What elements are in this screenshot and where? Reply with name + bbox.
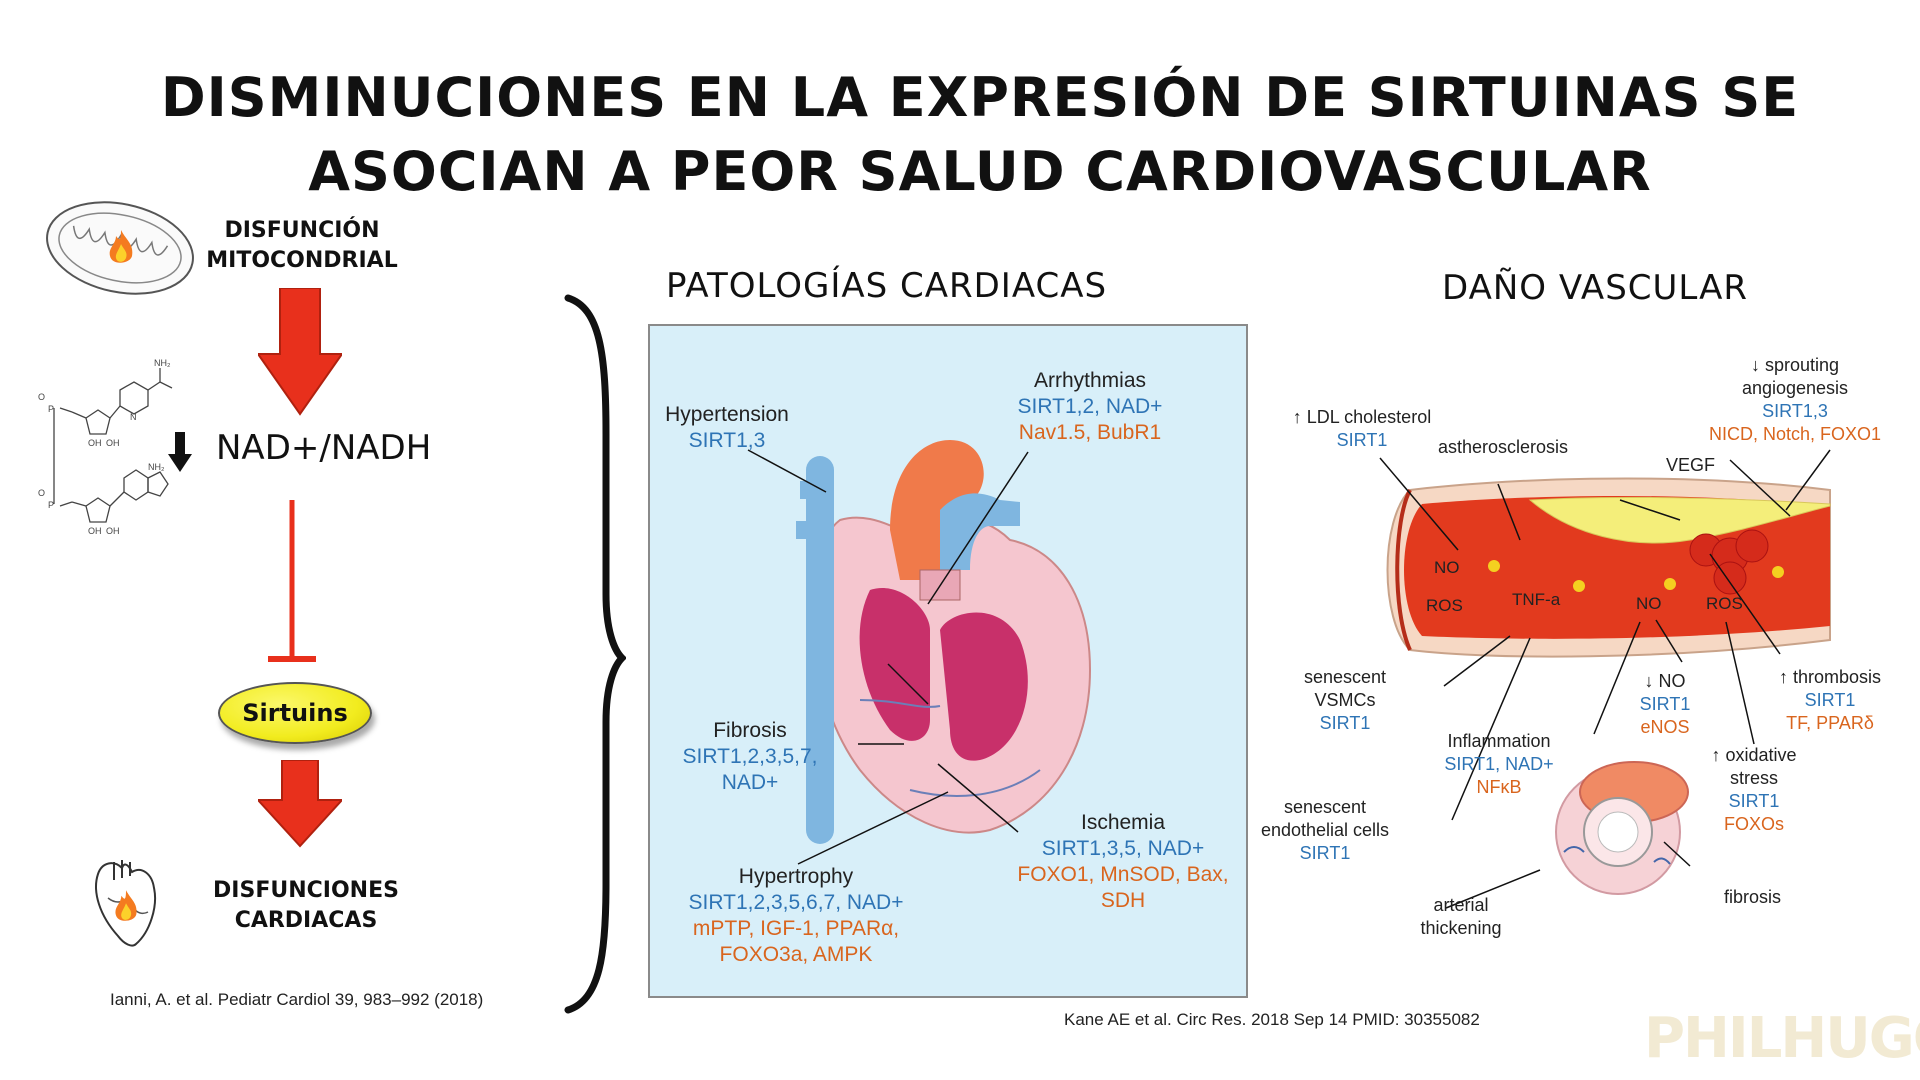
p-label-1: P xyxy=(48,404,54,414)
o-label-1: O xyxy=(38,392,45,402)
right-citation: Kane AE et al. Circ Res. 2018 Sep 14 PMI… xyxy=(1064,1010,1480,1029)
nad-nadh-label: NAD+/NADH xyxy=(216,428,432,468)
vascular-connector-lines xyxy=(1379,449,1831,909)
astherosclerosis-label: astherosclerosis xyxy=(1438,437,1569,457)
watermark-logo: PHILHUGO xyxy=(1644,1006,1920,1071)
curly-brace xyxy=(564,294,626,1014)
nh2-label-top: NH₂ xyxy=(154,358,171,368)
no-label-2: NO xyxy=(1636,594,1662,613)
oh-label-4: OH xyxy=(106,526,120,536)
title-line-2: ASOCIAN A PEOR SALUD CARDIOVASCULAR xyxy=(308,140,1652,203)
thrombosis-label: ↑ thrombosis SIRT1 TF, PPARδ xyxy=(1778,667,1882,733)
nad-molecule-icon: NH₂ NH₂ N OH OH OH OH P P O O xyxy=(38,358,173,536)
arrhythmias-label: Arrhythmias SIRT1,2, NAD+ Nav1.5, BubR1 xyxy=(1017,369,1163,444)
vascular-heading: DAÑO VASCULAR xyxy=(1442,268,1749,308)
no-down-label: ↓ NO SIRT1 eNOS xyxy=(1639,671,1691,737)
o-label-2: O xyxy=(38,488,45,498)
fibrosis-label: Fibrosis SIRT1,2,3,5,7, NAD+ xyxy=(682,719,818,794)
down-arrow-red-2 xyxy=(258,760,342,848)
fire-icon xyxy=(109,230,133,263)
oh-label-3: OH xyxy=(88,526,102,536)
sirtuins-ellipse: Sirtuins xyxy=(218,682,372,744)
inflammation-label: Inflammation SIRT1, NAD+ NFκB xyxy=(1444,731,1554,797)
cardiac-dysfunction-label: DISFUNCIONES CARDIACAS xyxy=(213,878,399,933)
n-label: N xyxy=(130,412,137,422)
oh-label-2: OH xyxy=(106,438,120,448)
arterial-thickening-label: arterial thickening xyxy=(1420,895,1502,938)
ldl-label: ↑ LDL cholesterol SIRT1 xyxy=(1292,407,1432,450)
down-arrow-red-1 xyxy=(258,288,342,416)
vegf-label: VEGF xyxy=(1666,455,1716,475)
fibrosis-vascular-label: fibrosis xyxy=(1724,887,1782,907)
ischemia-label: Ischemia SIRT1,3,5, NAD+ FOXO1, MnSOD, B… xyxy=(1017,811,1229,912)
cardiac-connector-lines xyxy=(747,449,1029,865)
vsmc-label: senescent VSMCs SIRT1 xyxy=(1303,667,1387,733)
ros-label-2: ROS xyxy=(1706,594,1743,613)
artery-cross-section-icon xyxy=(1555,761,1689,895)
nh2-label-mid: NH₂ xyxy=(148,462,165,472)
cardiac-heading: PATOLOGÍAS CARDIACAS xyxy=(666,266,1108,306)
title-line-1: DISMINUCIONES EN LA EXPRESIÓN DE SIRTUIN… xyxy=(160,66,1800,129)
sirtuins-label: Sirtuins xyxy=(242,699,348,727)
vessel-illustration xyxy=(1386,477,1831,658)
left-citation: Ianni, A. et al. Pediatr Cardiol 39, 983… xyxy=(110,990,484,1009)
down-arrow-black-icon xyxy=(168,432,192,472)
fire-icon-heart xyxy=(115,890,137,921)
ros-label-1: ROS xyxy=(1426,596,1463,615)
tnfa-label: TNF-a xyxy=(1512,590,1561,609)
mitochondrial-dysfunction-label: DISFUNCIÓN MITOCONDRIAL xyxy=(206,218,398,273)
oh-label-1: OH xyxy=(88,438,102,448)
heart-illustration xyxy=(796,440,1092,844)
inhibition-line xyxy=(268,500,316,662)
hypertrophy-label: Hypertrophy SIRT1,2,3,5,6,7, NAD+ mPTP, … xyxy=(688,865,904,966)
hypertension-label: Hypertension SIRT1,3 xyxy=(665,403,789,452)
p-label-2: P xyxy=(48,500,54,510)
no-label-1: NO xyxy=(1434,558,1460,577)
oxidative-stress-label: ↑ oxidative stress SIRT1 FOXOs xyxy=(1711,745,1797,834)
sprouting-label: ↓ sprouting angiogenesis SIRT1,3 NICD, N… xyxy=(1708,355,1882,444)
endothelial-label: senescent endothelial cells SIRT1 xyxy=(1260,797,1390,863)
